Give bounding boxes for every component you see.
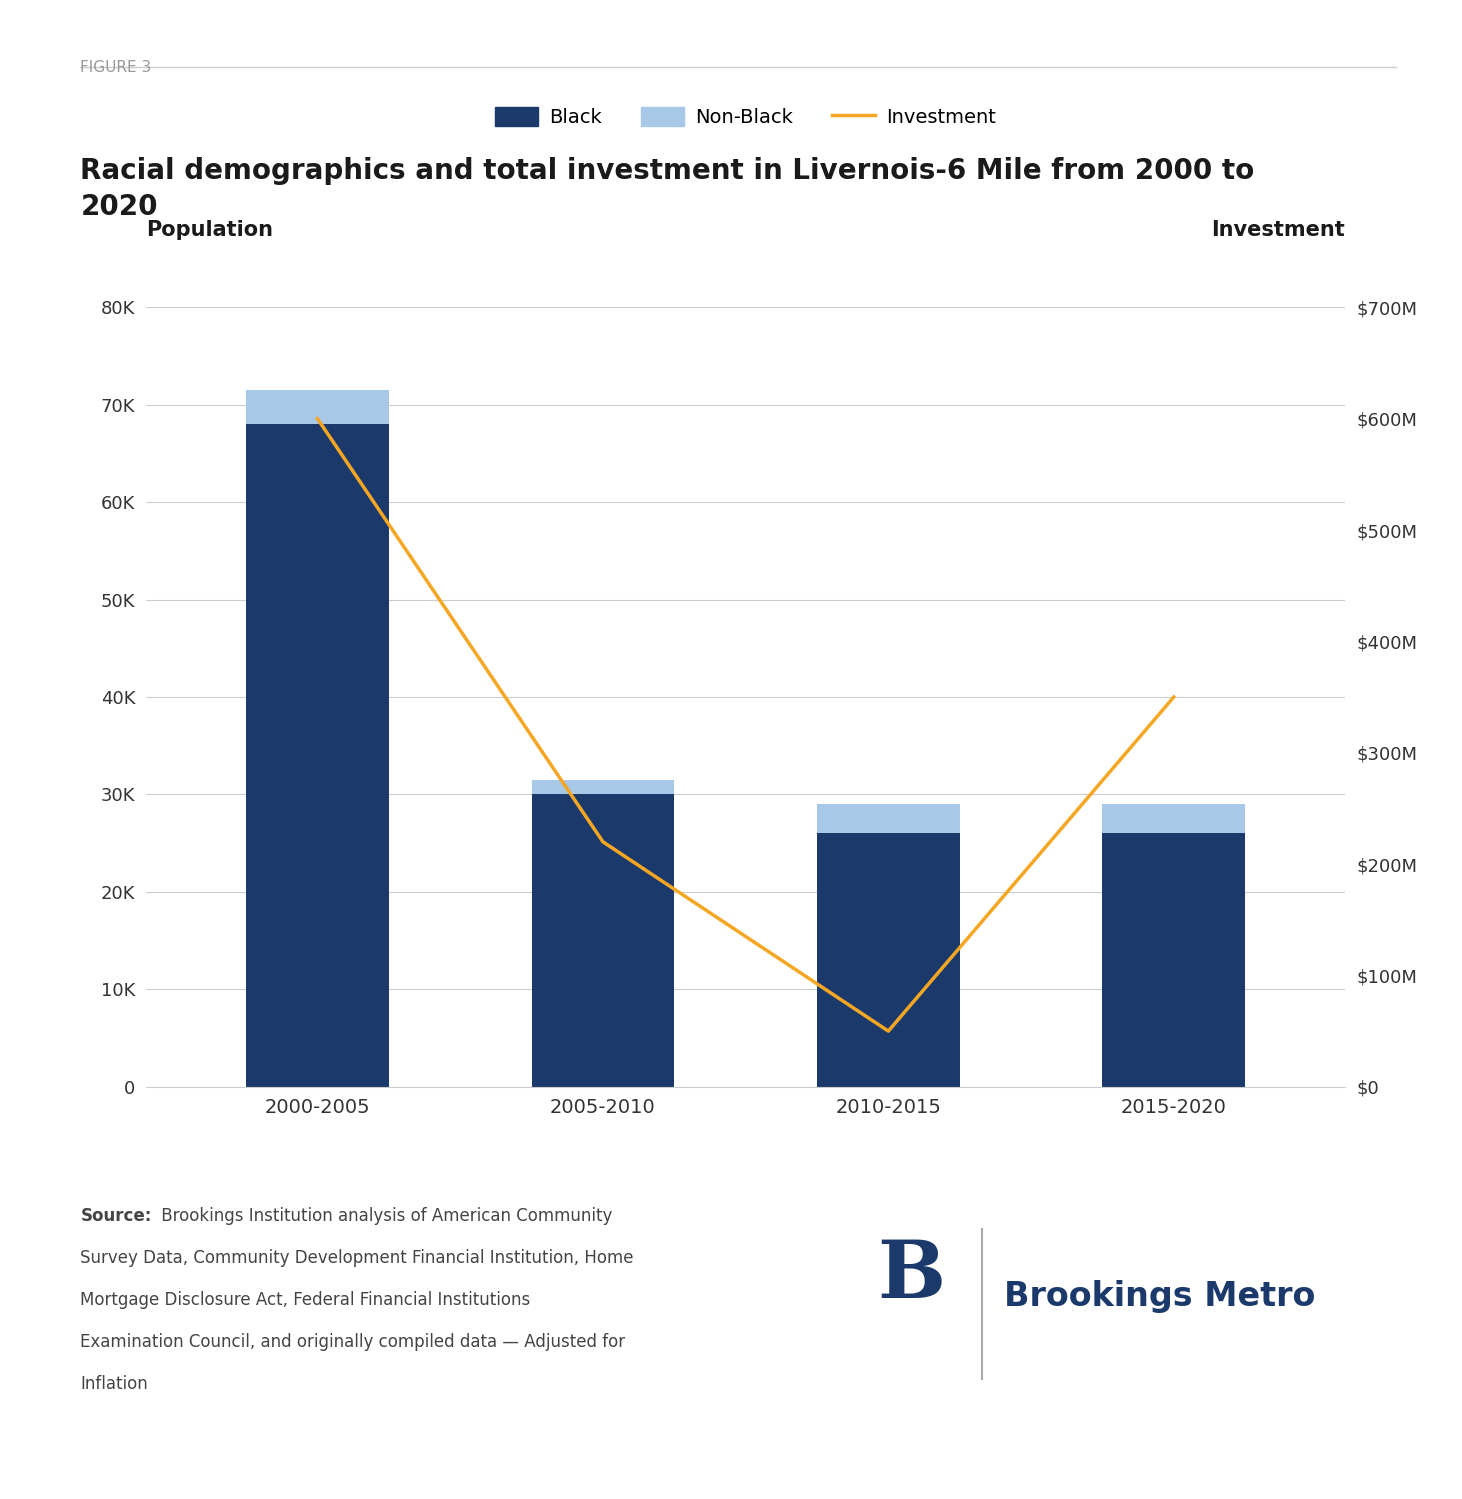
Bar: [532, 779, 674, 794]
Text: Population: Population: [146, 220, 273, 240]
Bar: [246, 390, 389, 424]
Text: Source:: Source:: [80, 1207, 152, 1225]
Bar: [532, 794, 674, 1087]
Text: B: B: [877, 1237, 946, 1315]
Text: Brookings Metro: Brookings Metro: [1004, 1280, 1316, 1313]
Bar: [246, 424, 389, 1087]
Text: Racial demographics and total investment in Livernois-6 Mile from 2000 to
2020: Racial demographics and total investment…: [80, 157, 1254, 220]
Bar: [1102, 833, 1246, 1087]
Legend: Black, Non-Black, Investment: Black, Non-Black, Investment: [487, 99, 1004, 135]
Text: Brookings Institution analysis of American Community: Brookings Institution analysis of Americ…: [156, 1207, 613, 1225]
Text: Investment: Investment: [1212, 220, 1345, 240]
Bar: [1102, 803, 1246, 833]
Text: FIGURE 3: FIGURE 3: [80, 60, 152, 75]
Bar: [817, 833, 959, 1087]
Text: Examination Council, and originally compiled data — Adjusted for: Examination Council, and originally comp…: [80, 1333, 626, 1351]
Text: Survey Data, Community Development Financial Institution, Home: Survey Data, Community Development Finan…: [80, 1249, 635, 1267]
Bar: [817, 803, 959, 833]
Text: Inflation: Inflation: [80, 1375, 148, 1393]
Text: Mortgage Disclosure Act, Federal Financial Institutions: Mortgage Disclosure Act, Federal Financi…: [80, 1291, 531, 1309]
